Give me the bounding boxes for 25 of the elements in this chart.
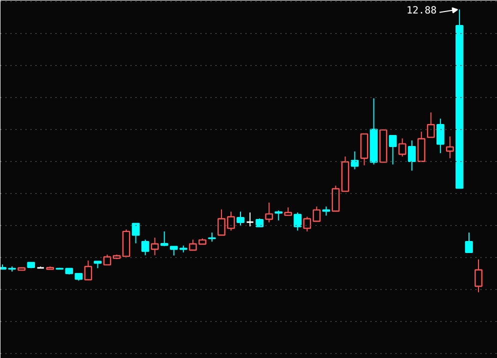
candlestick [132,222,140,244]
candlestick [322,206,330,216]
candlestick [474,258,482,293]
candlestick [208,232,216,242]
candlestick [436,118,444,154]
candlestick [398,138,406,158]
candlestick [350,150,359,170]
candlestick [426,112,435,138]
candlestick [236,211,244,226]
candlestick [103,254,112,266]
candlestick [274,210,283,221]
candlestick [246,212,254,227]
candlestick [150,237,159,256]
candlestick [388,135,397,165]
candlestick [465,232,473,253]
candlestick [417,131,426,162]
annotation: 12.88 [406,6,437,17]
candlestick [84,260,92,280]
candlestick [408,140,416,172]
candlestick [265,202,273,223]
candlestick [160,230,168,247]
candlestick [446,136,454,159]
candlestick [332,185,340,212]
candlestick [294,212,302,232]
candlestick [141,239,150,256]
